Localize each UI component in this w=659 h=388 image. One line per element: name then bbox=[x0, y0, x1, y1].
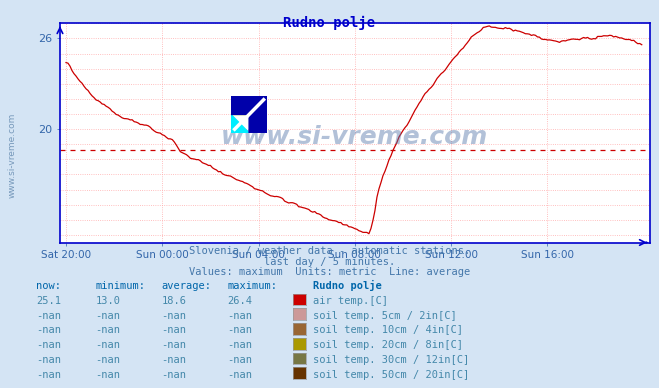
Text: 26.4: 26.4 bbox=[227, 296, 252, 306]
Text: Values: maximum  Units: metric  Line: average: Values: maximum Units: metric Line: aver… bbox=[189, 267, 470, 277]
Text: maximum:: maximum: bbox=[227, 281, 277, 291]
Text: average:: average: bbox=[161, 281, 212, 291]
Text: -nan: -nan bbox=[161, 325, 186, 335]
Text: -nan: -nan bbox=[36, 340, 61, 350]
Text: Slovenia / weather data - automatic stations.: Slovenia / weather data - automatic stat… bbox=[189, 246, 470, 256]
Text: -nan: -nan bbox=[227, 355, 252, 365]
Text: -nan: -nan bbox=[227, 310, 252, 320]
Text: soil temp. 30cm / 12in[C]: soil temp. 30cm / 12in[C] bbox=[313, 355, 469, 365]
Text: -nan: -nan bbox=[227, 340, 252, 350]
Text: last day / 5 minutes.: last day / 5 minutes. bbox=[264, 256, 395, 267]
Polygon shape bbox=[231, 114, 249, 133]
Text: -nan: -nan bbox=[96, 369, 121, 379]
Text: -nan: -nan bbox=[36, 355, 61, 365]
Text: soil temp. 10cm / 4in[C]: soil temp. 10cm / 4in[C] bbox=[313, 325, 463, 335]
Text: -nan: -nan bbox=[161, 369, 186, 379]
Text: -nan: -nan bbox=[96, 310, 121, 320]
Text: minimum:: minimum: bbox=[96, 281, 146, 291]
Text: 18.6: 18.6 bbox=[161, 296, 186, 306]
Text: now:: now: bbox=[36, 281, 61, 291]
Text: soil temp. 50cm / 20in[C]: soil temp. 50cm / 20in[C] bbox=[313, 369, 469, 379]
Text: 13.0: 13.0 bbox=[96, 296, 121, 306]
Text: soil temp. 5cm / 2in[C]: soil temp. 5cm / 2in[C] bbox=[313, 310, 457, 320]
Text: -nan: -nan bbox=[227, 369, 252, 379]
Text: Rudno polje: Rudno polje bbox=[283, 16, 376, 29]
Text: -nan: -nan bbox=[161, 310, 186, 320]
Text: -nan: -nan bbox=[96, 325, 121, 335]
Text: -nan: -nan bbox=[96, 340, 121, 350]
Text: Rudno polje: Rudno polje bbox=[313, 280, 382, 291]
Text: -nan: -nan bbox=[36, 325, 61, 335]
Text: 25.1: 25.1 bbox=[36, 296, 61, 306]
Text: www.si-vreme.com: www.si-vreme.com bbox=[221, 125, 488, 149]
Polygon shape bbox=[231, 96, 268, 114]
Polygon shape bbox=[249, 96, 268, 133]
Text: soil temp. 20cm / 8in[C]: soil temp. 20cm / 8in[C] bbox=[313, 340, 463, 350]
Text: air temp.[C]: air temp.[C] bbox=[313, 296, 388, 306]
Text: -nan: -nan bbox=[161, 355, 186, 365]
Text: -nan: -nan bbox=[161, 340, 186, 350]
Text: www.si-vreme.com: www.si-vreme.com bbox=[8, 113, 17, 198]
Text: -nan: -nan bbox=[36, 369, 61, 379]
Text: -nan: -nan bbox=[227, 325, 252, 335]
Bar bbox=[231, 96, 249, 114]
Text: -nan: -nan bbox=[96, 355, 121, 365]
Text: -nan: -nan bbox=[36, 310, 61, 320]
